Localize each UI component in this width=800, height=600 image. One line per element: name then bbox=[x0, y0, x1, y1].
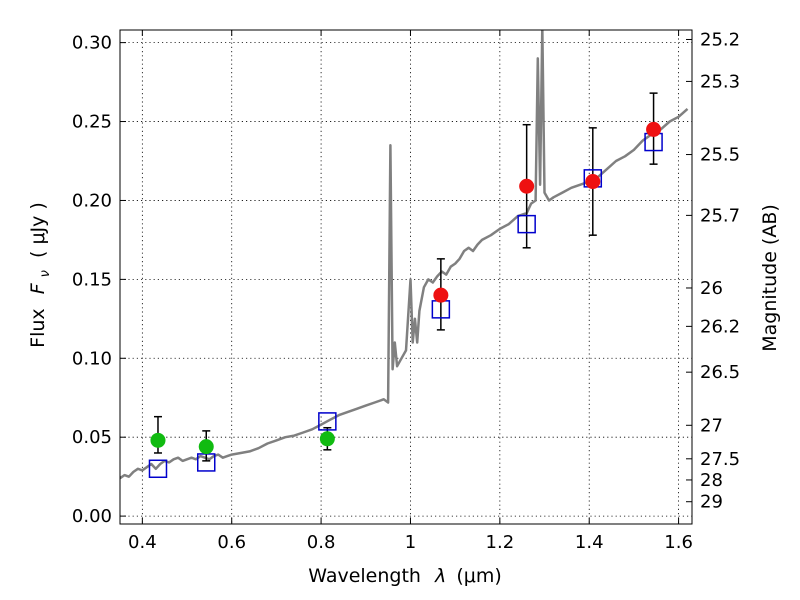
observed-point-nir bbox=[519, 178, 535, 194]
observed-point-optical bbox=[150, 432, 166, 448]
observed-point-nir bbox=[433, 287, 449, 303]
x-axis-label-main: Wavelength bbox=[308, 565, 421, 587]
y2-tick-label: 25.5 bbox=[700, 145, 740, 166]
model-spectrum bbox=[120, 30, 689, 480]
y2-tick-label: 26 bbox=[700, 278, 723, 299]
y2-axis-label: Magnitude (AB) bbox=[759, 204, 781, 352]
x-axis-label-unit: (μm) bbox=[456, 565, 501, 587]
x-axis-label-symbol: λ bbox=[434, 565, 446, 587]
observed-point-optical bbox=[319, 431, 335, 447]
y2-tick-label: 27.5 bbox=[700, 449, 740, 470]
y-axis-label-symbol: F bbox=[27, 282, 49, 294]
x-tick-label: 0.4 bbox=[128, 532, 157, 553]
y-axis-label-unit: ( μJy ) bbox=[27, 202, 49, 258]
y-tick-label: 0.15 bbox=[72, 269, 112, 290]
y2-tick-label: 26.2 bbox=[700, 316, 740, 337]
y-tick-label: 0.10 bbox=[72, 348, 112, 369]
y-axis-label-subscript: ν bbox=[38, 270, 53, 277]
axis-ticks: 0.4 0.6 0.8 1 1.2 1.4 1.6 0.00 0.05 0.10 0.15 0.20 0… bbox=[72, 29, 740, 553]
model-spectrum-line bbox=[120, 30, 689, 480]
y2-tick-label: 26.5 bbox=[700, 362, 740, 383]
model-photometry-boxes bbox=[148, 132, 663, 479]
y-axis-label-prefix: Flux bbox=[27, 308, 49, 348]
x-tick-label: 1.4 bbox=[575, 532, 604, 553]
x-tick-label: 1 bbox=[405, 532, 416, 553]
y2-tick-label: 29 bbox=[700, 492, 723, 513]
y2-tick-label: 28 bbox=[700, 470, 723, 491]
y2-tick-label: 27 bbox=[700, 415, 723, 436]
x-tick-label: 0.6 bbox=[217, 532, 246, 553]
y-tick-label: 0.20 bbox=[72, 190, 112, 211]
x-axis-label: Wavelength λ (μm) bbox=[308, 565, 501, 587]
x-tick-label: 0.8 bbox=[307, 532, 336, 553]
observed-point-optical bbox=[198, 439, 214, 455]
observed-points bbox=[150, 121, 662, 455]
y2-tick-label: 25.7 bbox=[700, 205, 740, 226]
y-tick-label: 0.30 bbox=[72, 33, 112, 54]
x-tick-label: 1.6 bbox=[664, 532, 693, 553]
model-photometry-box bbox=[318, 412, 337, 431]
y-axis-label: Flux F ν ( μJy ) bbox=[27, 202, 54, 348]
observed-point-nir bbox=[646, 121, 662, 137]
y-tick-label: 0.00 bbox=[72, 506, 112, 527]
y-tick-label: 0.25 bbox=[72, 112, 112, 133]
x-tick-label: 1.2 bbox=[486, 532, 515, 553]
y-tick-label: 0.05 bbox=[72, 427, 112, 448]
y2-tick-label: 25.2 bbox=[700, 29, 740, 50]
observed-point-nir bbox=[585, 174, 601, 190]
model-photometry-box bbox=[148, 459, 168, 479]
model-photometry-box bbox=[517, 214, 536, 234]
y2-tick-label: 25.3 bbox=[700, 71, 740, 92]
plot-frame bbox=[119, 29, 693, 525]
